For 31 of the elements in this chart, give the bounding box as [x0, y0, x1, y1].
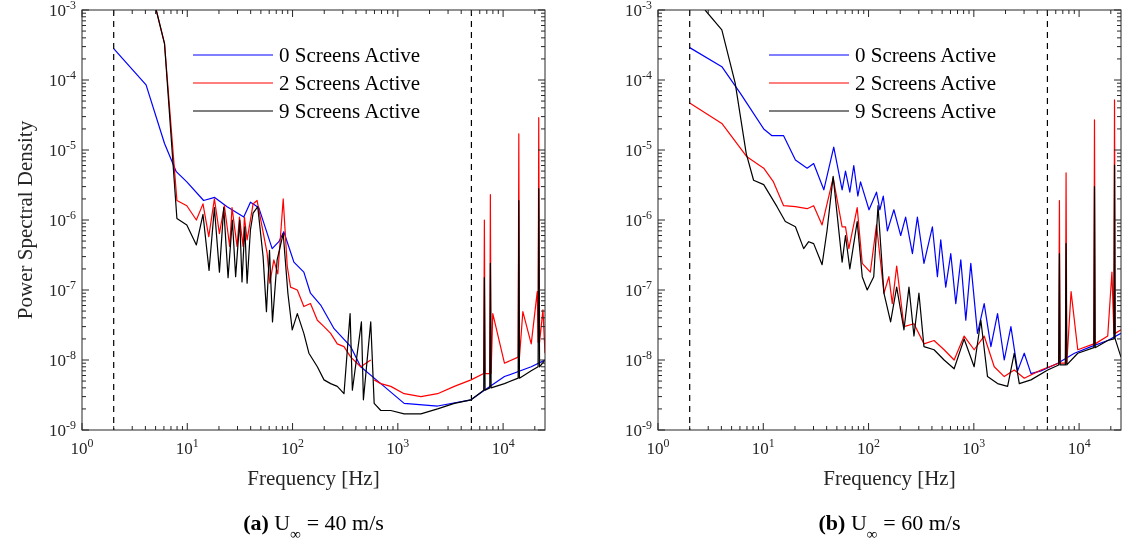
x-tick-label: 10$^{3}$	[962, 436, 986, 458]
x-axis-title: Frequency [Hz]	[823, 466, 956, 490]
legend-label: 9 Screens Active	[855, 99, 997, 123]
y-tick-label: 10$^{-6}$	[49, 208, 77, 230]
y-tick-label: 10$^{-7}$	[49, 278, 77, 300]
y-tick-label: 10$^{-8}$	[625, 348, 653, 370]
x-tick-label: 10$^{1}$	[751, 436, 775, 458]
x-tick-label: 10$^{1}$	[175, 436, 199, 458]
y-tick-label: 10$^{-7}$	[625, 278, 653, 300]
legend-label: 0 Screens Active	[279, 43, 421, 67]
x-tick-label: 10$^{4}$	[491, 436, 515, 458]
y-tick-label: 10$^{-4}$	[49, 68, 77, 90]
y-tick-label: 10$^{-6}$	[625, 208, 653, 230]
legend-label: 0 Screens Active	[855, 43, 997, 67]
y-tick-label: 10$^{-3}$	[49, 0, 77, 20]
legend-label: 9 Screens Active	[279, 99, 421, 123]
y-axis-title: Power Spectral Density	[13, 120, 37, 320]
text: (a) U$_{∞}$ = 40 m/s	[243, 510, 384, 542]
y-tick-label: 10$^{-4}$	[625, 68, 653, 90]
y-tick-label: 10$^{-5}$	[49, 138, 77, 160]
x-tick-label: 10$^{2}$	[281, 436, 305, 458]
legend-label: 2 Screens Active	[855, 71, 997, 95]
legend-label: 2 Screens Active	[279, 71, 421, 95]
y-tick-label: 10$^{-8}$	[49, 348, 77, 370]
x-tick-label: 10$^{3}$	[386, 436, 410, 458]
x-axis-title: Frequency [Hz]	[247, 466, 380, 490]
text: (b) U$_{∞}$ = 60 m/s	[818, 510, 961, 542]
x-tick-label: 10$^{2}$	[857, 436, 881, 458]
x-tick-label: 10$^{4}$	[1067, 436, 1091, 458]
y-tick-label: 10$^{-5}$	[625, 138, 653, 160]
y-tick-label: 10$^{-3}$	[625, 0, 653, 20]
